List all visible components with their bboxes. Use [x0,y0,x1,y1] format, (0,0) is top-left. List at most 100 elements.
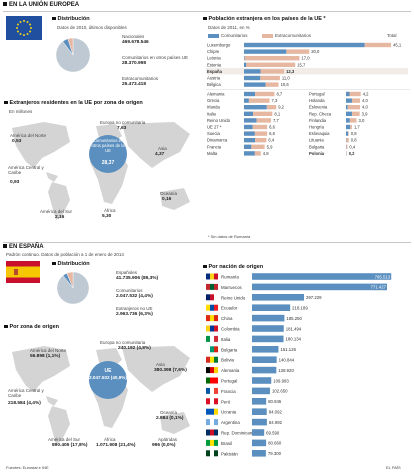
bar-category-label: Dinamarca [207,138,228,143]
es-extranjeros-value: 2.963.736 (6,3%) [116,312,153,317]
bar-total-label: 4,0 [362,105,368,110]
eu-foreign-footnote: * Sin datos de Rumanía [208,234,251,239]
bar-category-label: Brasil [221,441,232,446]
es-region-name: Oceanía [160,410,178,415]
bar-total-label: 8,1 [274,111,280,116]
es-nationality-bar-chart: Rumanía 795.513 Marruecos 771.427 Reino Unid… [206,273,392,457]
eu-region-name: Asia [158,146,167,151]
bar-value-label: 69.590 [266,430,280,435]
eu-world-map [12,122,190,220]
bar-comunitarios [244,124,253,130]
star-icon [19,33,22,36]
bar-category-label: Colombia [221,327,240,332]
row-highlight [206,67,408,75]
es-nationality-title: Por nación de origen [203,264,263,270]
bar-extracomunitarios [255,138,267,143]
bar-category-label: UE 27 * [207,125,222,130]
bar-total-label: 12,3 [286,69,295,74]
bar [252,429,265,436]
eu-map-title-text: Extranjeros residentes en la UE por zona… [9,100,143,106]
bar [252,325,284,332]
bar-comunitarios [244,91,256,97]
bar-comunitarios [244,56,245,61]
bar-total-label: 6,4 [268,138,274,143]
star-icon [30,27,32,29]
bar [252,418,267,426]
bar-extracomunitarios [347,105,360,110]
bar-value-label: 80.945 [268,399,282,404]
bar-value-label: 84.092 [269,410,283,415]
bar-extracomunitarios [351,98,360,103]
bar-total-label: 20,0 [311,49,320,54]
es-center-value: 2.047.532 (40,9%) [89,375,127,380]
star-icon [16,23,19,26]
es-center-bubble [89,361,127,399]
bar-extracomunitarios [254,131,268,136]
bar-category-label: Hungría [309,125,325,130]
country-flag-icon [206,283,218,290]
bar-comunitarios [244,151,255,156]
star-icon [23,34,25,36]
es-nationality-title-text: Por nación de origen [208,264,264,270]
bar-category-label: Estonia [207,62,222,67]
eu-region-value: 5,30 [102,214,112,219]
bar-comunitarios [346,91,350,97]
bar-category-label: Finlandia [309,118,327,123]
bar [252,273,392,280]
bar-category-label: Bulgaria [221,347,238,352]
bar-category-label: Eslovaquia [309,131,330,136]
bar-value-label: 102.650 [272,389,288,394]
bar-category-label: Eslovenia [309,105,328,110]
bar-extracomunitarios [255,91,275,97]
bar-total-label: 8,7 [276,92,282,97]
eu-extracomunitarios-value: 25.473.418 [122,82,147,87]
bar [252,346,279,353]
country-flag-icon [206,346,218,353]
bar-comunitarios [346,98,352,103]
eu-region-name: Oceanía [160,191,178,196]
footer-brand: EL PAÍS [386,465,401,470]
divider [3,11,411,12]
es-distribution-title: Distribución [52,261,90,267]
eu-center-label: Comunitarios en otros países de la UE [91,138,125,153]
bar-total-label: 7,7 [273,118,279,123]
eu-center-value: 28,37 [101,160,115,166]
es-region-name: Europa no comunitaria [100,340,146,345]
bar-category-label: Lituania [309,138,324,143]
bar-value-label: 180.134 [286,337,302,342]
bar-comunitarios [244,75,261,81]
bar [252,377,272,384]
bar-total-label: 1,7 [354,125,360,130]
bar-comunitarios [346,111,352,116]
bar-extracomunitarios [346,144,348,149]
pie-slice [67,37,74,56]
eu-region-name: América del Sur [40,209,73,214]
bar-extracomunitarios [348,131,349,136]
bar-total-label: 17,0 [301,56,310,61]
bar-total-label: 0,4 [349,144,355,149]
bar-extracomunitarios [260,69,285,74]
bar-value-label: 109.993 [273,378,289,383]
bar-category-label: China [221,316,233,321]
country-flag-icon [206,429,218,436]
bar-total-label: 3,9 [362,111,368,116]
es-distribution-title-text: Distribución [57,261,90,267]
es-pie-chart [56,271,90,305]
eu-region-value: 0,93 [10,180,20,185]
eu-nacionales-label: Nacionales [122,34,145,39]
eu-region-value: 0,53 [12,139,22,144]
es-region-name: África [104,437,116,442]
eu-extracomunitarios-label: Extracomunitarios [122,76,159,81]
bar-extracomunitarios [252,124,268,130]
es-distribution-note: Padrón continuo. Datos de población a 1 … [6,252,124,257]
bar-category-label: Ucrania [221,410,237,415]
bar [252,304,291,311]
bar [252,387,270,395]
bar-category-label: Chipre [207,49,220,54]
bar [252,450,266,457]
star-icon [29,23,32,26]
bar [252,335,284,343]
bar-comunitarios [244,105,267,110]
star-icon [26,20,29,23]
country-flag-icon [206,387,218,394]
